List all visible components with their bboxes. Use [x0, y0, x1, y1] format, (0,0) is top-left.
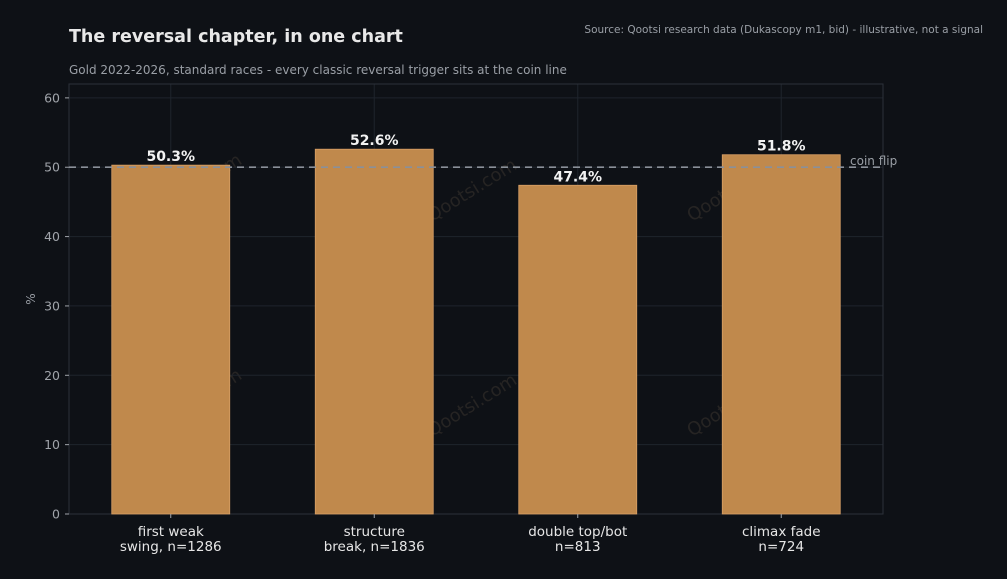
x-tick-label: first weak swing, n=1286	[120, 524, 222, 555]
x-tick-label-line: double top/bot	[528, 524, 627, 540]
bar	[518, 184, 638, 515]
x-tick-label-line: break, n=1836	[324, 539, 425, 555]
watermark-text: Qootsi.com	[423, 154, 520, 226]
bar-value-label: 52.6%	[350, 133, 399, 149]
chart-subtitle: Gold 2022-2026, standard races - every c…	[69, 63, 567, 77]
x-tick-label-line: n=724	[758, 539, 804, 555]
x-tick-label-line: structure	[344, 524, 405, 540]
y-axis-label: %	[24, 293, 38, 304]
bar-value-label: 47.4%	[553, 169, 602, 185]
x-tick-label-line: first weak	[138, 524, 204, 540]
y-tick-label: 30	[44, 298, 60, 313]
y-tick-label: 20	[44, 368, 60, 383]
bar	[314, 148, 434, 515]
x-tick-label: structure break, n=1836	[324, 524, 425, 555]
chart-source-note: Source: Qootsi research data (Dukascopy …	[584, 24, 983, 36]
bar-value-label: 50.3%	[146, 149, 195, 165]
x-tick-label-line: climax fade	[742, 524, 821, 540]
y-tick-label: 60	[44, 90, 60, 105]
bar	[111, 164, 231, 515]
y-tick-label: 40	[44, 229, 60, 244]
x-tick-label-line: n=813	[555, 539, 601, 555]
chart-title: The reversal chapter, in one chart	[69, 27, 403, 47]
x-tick-label: double top/bot n=813	[528, 524, 627, 555]
coin-flip-label: coin flip	[850, 154, 897, 168]
watermark-layer: Qootsi.comQootsi.comQootsi.comQootsi.com…	[148, 149, 780, 441]
bar-value-label: 51.8%	[757, 139, 806, 155]
value-labels-layer: 50.3% 52.6% 47.4% 51.8%	[146, 133, 805, 185]
y-tick-label: 10	[44, 437, 60, 452]
y-ticks-layer: 0 10 20 30 40 50 60	[44, 90, 69, 522]
watermark-text: Qootsi.com	[423, 369, 520, 441]
plot-frame	[68, 83, 884, 515]
x-tick-label-line: swing, n=1286	[120, 539, 222, 555]
y-tick-label: 50	[44, 160, 60, 175]
bars-layer	[111, 148, 841, 515]
y-tick-label: 0	[52, 507, 60, 522]
x-ticks-layer: first weak swing, n=1286 structure break, n…	[120, 514, 821, 555]
x-tick-label: climax fade n=724	[742, 524, 821, 555]
bar	[721, 154, 841, 515]
